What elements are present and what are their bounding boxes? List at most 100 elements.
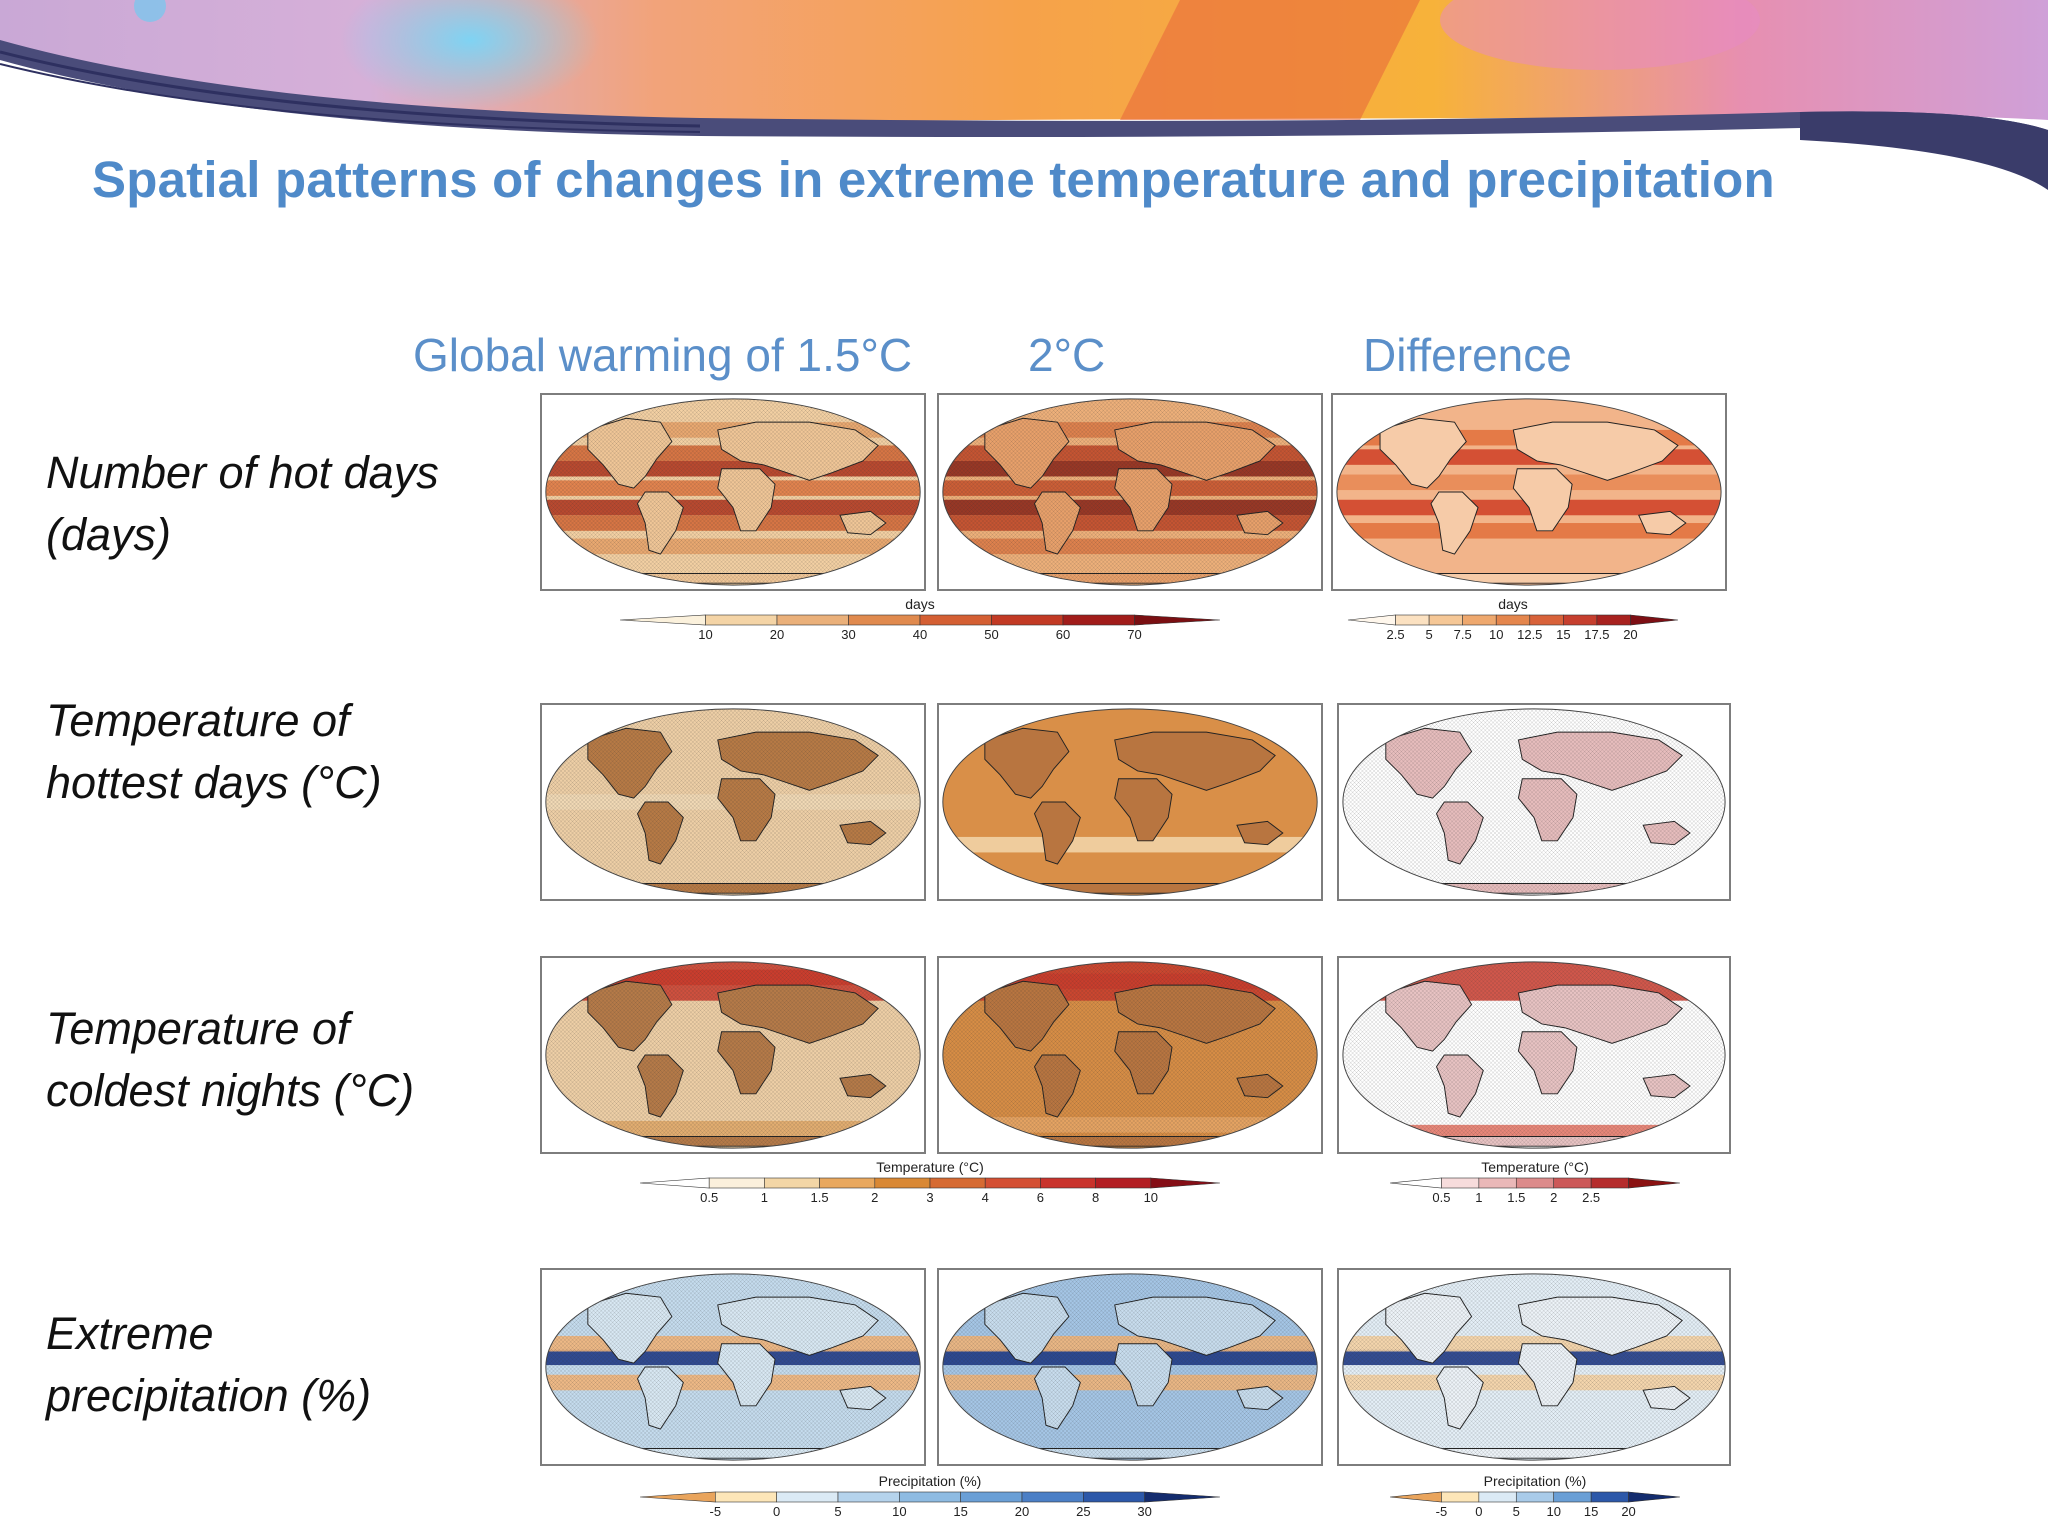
column-header-1-5c: Global warming of 1.5°C [413,329,913,381]
colorbar-segment [1590,1491,1629,1503]
colorbar-tick-label: 5 [1425,627,1432,642]
colorbar-segment [639,1177,710,1189]
colorbar-tick-label: 10 [1546,1504,1560,1519]
colorbar-segment [1347,614,1396,626]
colorbar-hot-days-main: days 10 20 30 40 50 60 70 [619,595,1221,645]
colorbar-segment [837,1491,900,1503]
colorbar-tick-label: 10 [1144,1190,1158,1205]
colorbar-tick-label: 2 [1550,1190,1557,1205]
row-label-extreme-precipitation: Extreme precipitation (%) [46,1303,516,1427]
colorbar-segment [1389,1491,1442,1503]
colorbar-segment [764,1177,820,1189]
colorbar-tick-label: 1 [761,1190,768,1205]
colorbar-segment [639,1491,716,1503]
colorbar-tick-label: 10 [698,627,712,642]
colorbar-segment [1144,1491,1221,1503]
colorbar-segment [1630,614,1679,626]
colorbar-segment [1134,614,1221,626]
map-hot-days-1-5c [540,393,926,591]
colorbar-tick-label: 40 [913,627,927,642]
colorbar-segment [960,1491,1023,1503]
colorbar-tick-label: 8 [1092,1190,1099,1205]
map-coldest-nights-1-5c [540,956,926,1154]
colorbar-segment [919,614,992,626]
colorbar-segment [1083,1491,1145,1503]
column-header-difference: Difference [1363,329,1572,381]
colorbar-tick-label: 6 [1037,1190,1044,1205]
colorbar-tick-label: 2.5 [1582,1190,1600,1205]
colorbar-segment [776,614,849,626]
colorbar-precipitation-main: Precipitation (%) -5 0 5 10 15 20 25 30 [639,1472,1221,1522]
colorbar-tick-label: 7.5 [1454,627,1472,642]
colorbar-segment [984,1177,1041,1189]
colorbar-segment [1062,614,1135,626]
colorbar-segment [1628,1177,1681,1189]
colorbar-segment [1478,1491,1517,1503]
colorbar-segment [899,1491,961,1503]
colorbar-tick-label: 2.5 [1387,627,1405,642]
colorbar-tick-label: 0.5 [1432,1190,1450,1205]
row-label-coldest-nights-line1: Temperature of [46,1003,350,1054]
map-hot-days-difference [1331,393,1727,591]
colorbar-segment [1441,1491,1480,1503]
colorbar-segment [1553,1491,1592,1503]
colorbar-segment [1515,1177,1555,1189]
colorbar-tick-label: 1.5 [811,1190,829,1205]
colorbar-segment [619,614,706,626]
row-label-coldest-nights-line2: coldest nights (°C) [46,1065,415,1116]
colorbar-temperature-main: Temperature (°C) 0.5 1 1.5 2 3 4 6 8 10 [639,1158,1221,1208]
colorbar-title: days [1498,596,1528,612]
colorbar-tick-label: 0.5 [700,1190,718,1205]
colorbar-title: Precipitation (%) [879,1473,982,1489]
colorbar-segment [874,1177,931,1189]
colorbar-tick-label: 30 [841,627,855,642]
row-label-hot-days-line1: Number of hot days [46,447,439,498]
colorbar-tick-label: 4 [982,1190,989,1205]
row-label-hottest-days: Temperature of hottest days (°C) [46,690,516,814]
colorbar-tick-label: 5 [834,1504,841,1519]
colorbar-hot-days-difference: days 2.5 5 7.5 10 12.5 15 17.5 20 [1347,595,1679,645]
colorbar-tick-label: 1 [1475,1190,1482,1205]
colorbar-tick-label: 5 [1513,1504,1520,1519]
colorbar-tick-label: -5 [1436,1504,1448,1519]
colorbar-tick-label: 50 [984,627,998,642]
colorbar-tick-label: 0 [1475,1504,1482,1519]
map-hottest-days-2c [937,703,1323,901]
colorbar-tick-label: 70 [1127,627,1141,642]
colorbar-tick-label: 3 [926,1190,933,1205]
colorbar-segment [776,1491,839,1503]
colorbar-segment [708,1177,765,1189]
colorbar-segment [1515,1491,1555,1503]
slide-title: Spatial patterns of changes in extreme t… [92,151,1775,208]
colorbar-title: Temperature (°C) [1481,1159,1589,1175]
colorbar-segment [1495,614,1531,626]
colorbar-title: days [905,596,935,612]
colorbar-tick-label: 20 [770,627,784,642]
colorbar-tick-label: 60 [1056,627,1070,642]
colorbar-segment [1395,614,1430,626]
colorbar-segment [1590,1177,1629,1189]
row-label-extreme-precipitation-line1: Extreme [46,1308,214,1359]
map-precipitation-2c [937,1268,1323,1466]
colorbar-tick-label: 17.5 [1584,627,1609,642]
colorbar-segment [1529,614,1564,626]
colorbar-title: Precipitation (%) [1484,1473,1587,1489]
colorbar-tick-label: 10 [892,1504,906,1519]
colorbar-precipitation-difference: Precipitation (%) -5 0 5 10 15 20 [1389,1472,1681,1522]
colorbar-tick-label: 20 [1621,1504,1635,1519]
map-precipitation-difference [1337,1268,1731,1466]
colorbar-segment [1628,1491,1681,1503]
column-header-2c: 2°C [1028,329,1106,381]
colorbar-segment [1389,1177,1442,1189]
colorbar-segment [715,1491,777,1503]
colorbar-tick-label: 15 [953,1504,967,1519]
colorbar-tick-label: 30 [1137,1504,1151,1519]
colorbar-segment [1553,1177,1592,1189]
colorbar-tick-label: -5 [710,1504,722,1519]
colorbar-tick-label: 15 [1556,627,1570,642]
colorbar-segment [1095,1177,1152,1189]
colorbar-segment [929,1177,986,1189]
map-coldest-nights-2c [937,956,1323,1154]
colorbar-segment [1150,1177,1221,1189]
map-hottest-days-difference [1337,703,1731,901]
